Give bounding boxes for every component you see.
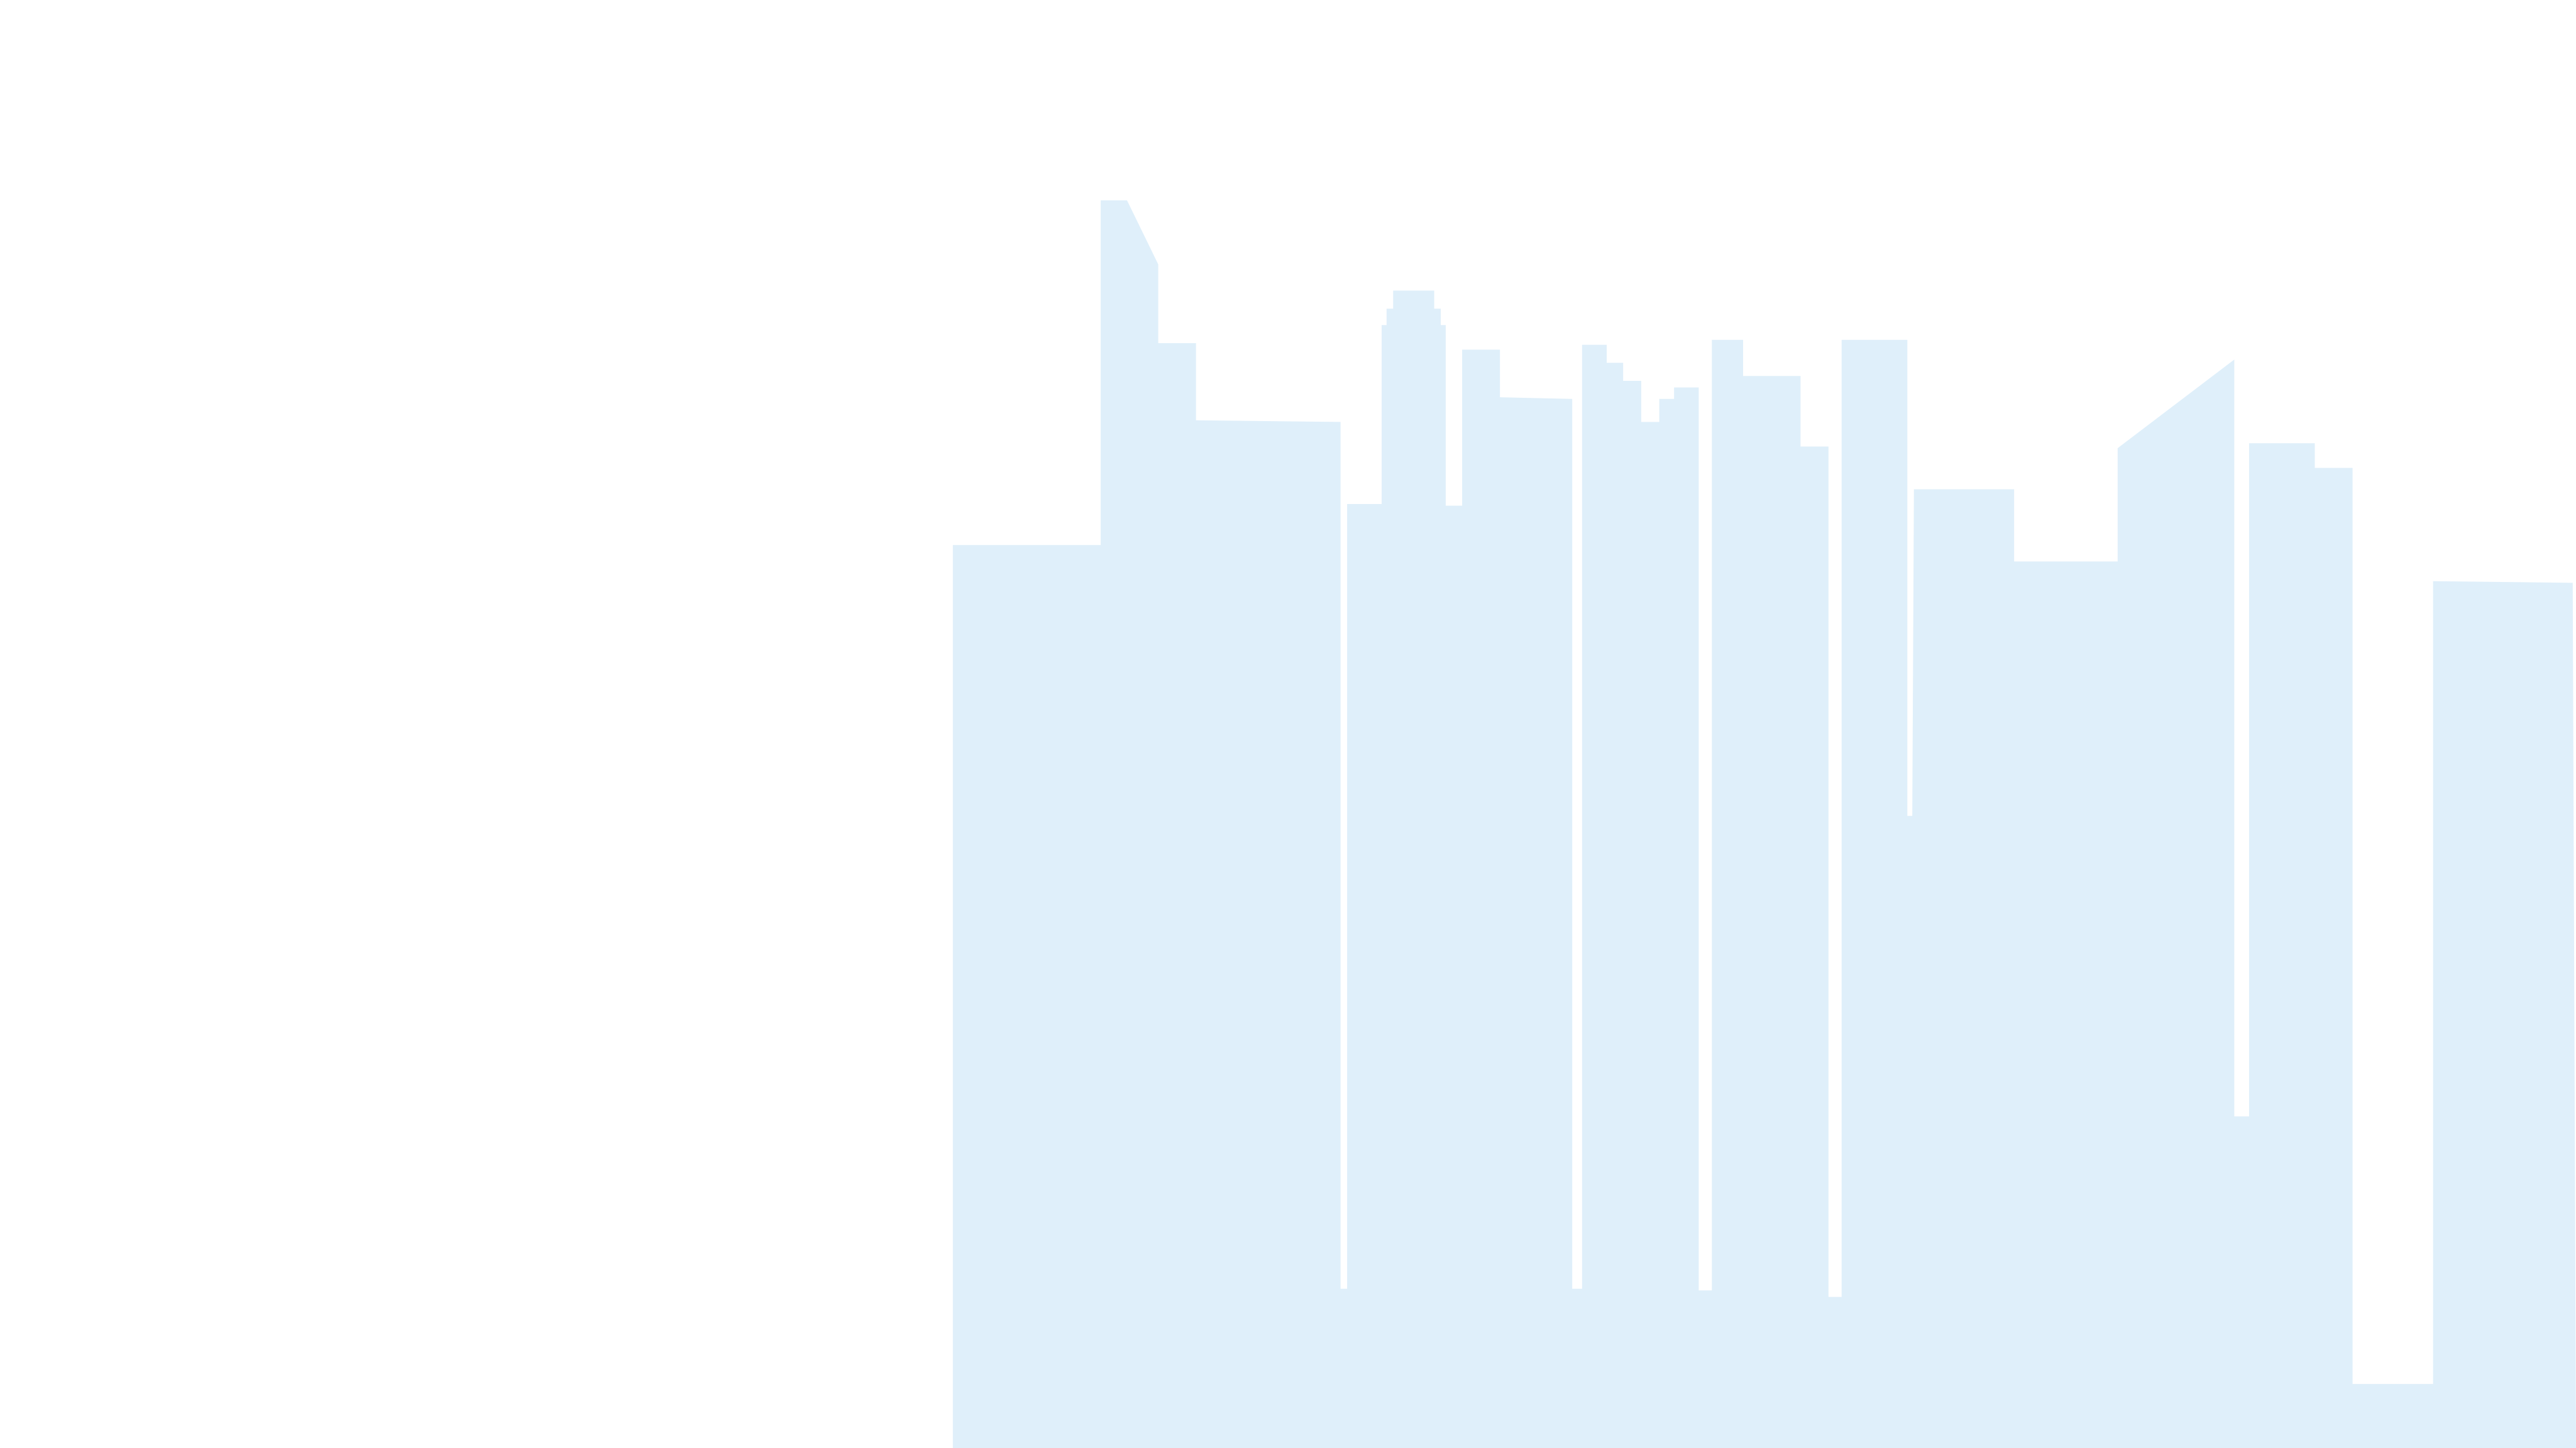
building-shape: [952, 200, 2576, 1448]
skyline-silhouette: [952, 200, 2576, 1448]
